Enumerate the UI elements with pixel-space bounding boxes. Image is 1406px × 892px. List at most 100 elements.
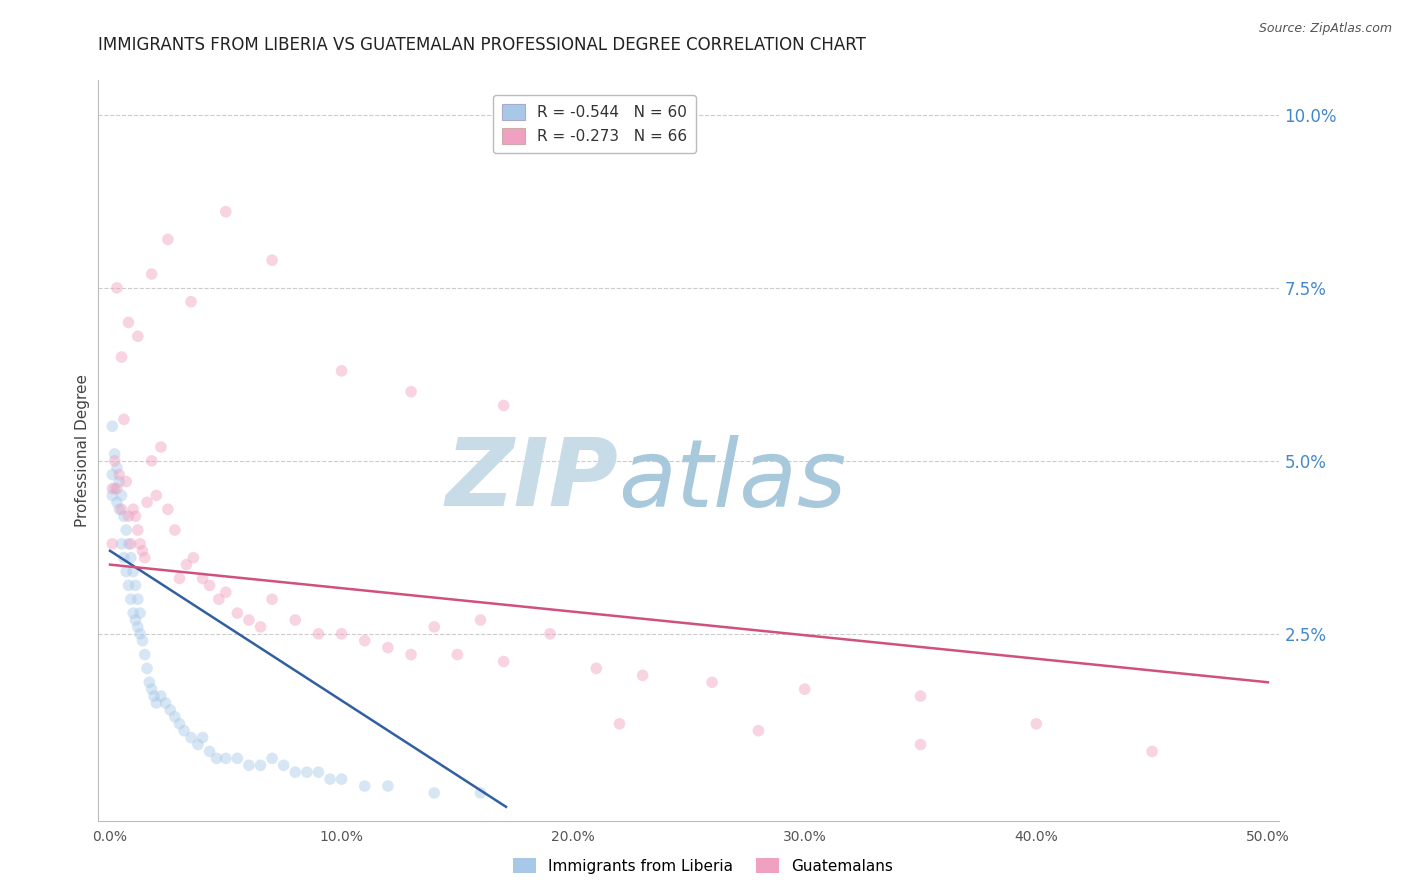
Point (120, 592, 142, 607)
Point (122, 565, 145, 579)
Point (208, 592, 231, 607)
Point (273, 758, 295, 772)
Point (330, 627, 353, 641)
Point (104, 447, 127, 461)
Point (124, 509, 146, 524)
Legend: Immigrants from Liberia, Guatemalans: Immigrants from Liberia, Guatemalans (506, 852, 900, 880)
Point (110, 350, 132, 364)
Point (353, 633, 375, 648)
Point (284, 613, 307, 627)
Point (215, 204, 238, 219)
Point (492, 655, 515, 669)
Point (631, 668, 654, 682)
Point (108, 467, 131, 482)
Point (117, 578, 139, 592)
Point (238, 613, 260, 627)
Point (793, 682, 815, 697)
Point (249, 758, 271, 772)
Point (173, 723, 195, 738)
Point (112, 509, 135, 524)
Point (101, 482, 124, 496)
Point (108, 502, 131, 516)
Point (284, 765, 307, 780)
Point (115, 565, 138, 579)
Point (143, 689, 166, 703)
Point (129, 606, 152, 620)
Point (191, 572, 214, 586)
Point (377, 779, 399, 793)
Point (353, 779, 375, 793)
Point (141, 267, 163, 281)
Point (609, 716, 631, 731)
Point (198, 578, 221, 592)
Point (105, 281, 128, 295)
Point (149, 689, 172, 703)
Point (155, 696, 177, 710)
Point (112, 412, 135, 426)
Point (910, 689, 932, 703)
Point (101, 419, 124, 434)
Point (120, 550, 142, 565)
Point (124, 613, 146, 627)
Point (470, 613, 492, 627)
Point (145, 696, 167, 710)
Point (117, 509, 139, 524)
Point (101, 537, 124, 551)
Point (129, 627, 152, 641)
Point (156, 502, 179, 516)
Point (101, 467, 124, 482)
Text: atlas: atlas (619, 434, 846, 525)
Point (105, 495, 128, 509)
Point (238, 758, 260, 772)
Point (262, 592, 284, 607)
Point (131, 543, 153, 558)
Point (205, 751, 228, 765)
Point (117, 315, 139, 329)
Legend: R = -0.544   N = 60, R = -0.273   N = 66: R = -0.544 N = 60, R = -0.273 N = 66 (492, 95, 696, 153)
Point (159, 703, 181, 717)
Point (104, 454, 127, 468)
Point (134, 550, 156, 565)
Point (215, 751, 238, 765)
Point (117, 537, 139, 551)
Point (110, 502, 132, 516)
Point (138, 675, 160, 690)
Point (423, 786, 446, 800)
Point (122, 502, 145, 516)
Point (156, 232, 179, 246)
Point (1140, 744, 1163, 758)
Point (423, 620, 446, 634)
Text: ZIP: ZIP (446, 434, 619, 526)
Point (122, 606, 145, 620)
Point (700, 675, 723, 690)
Point (163, 523, 186, 537)
Point (112, 550, 135, 565)
Point (910, 738, 932, 752)
Point (187, 738, 209, 752)
Point (120, 537, 142, 551)
Point (136, 661, 159, 675)
Point (163, 710, 186, 724)
Text: IMMIGRANTS FROM LIBERIA VS GUATEMALAN PROFESSIONAL DEGREE CORRELATION CHART: IMMIGRANTS FROM LIBERIA VS GUATEMALAN PR… (98, 36, 866, 54)
Point (492, 399, 515, 413)
Point (1025, 716, 1047, 731)
Point (191, 731, 214, 745)
Point (145, 488, 167, 502)
Point (307, 765, 329, 780)
Point (399, 384, 422, 399)
Point (105, 460, 128, 475)
Point (127, 329, 149, 343)
Point (198, 744, 221, 758)
Point (136, 495, 159, 509)
Point (538, 627, 561, 641)
Point (127, 523, 149, 537)
Point (176, 558, 198, 572)
Point (747, 723, 769, 738)
Point (307, 627, 329, 641)
Point (134, 648, 156, 662)
Point (215, 585, 238, 599)
Point (470, 786, 492, 800)
Point (183, 550, 205, 565)
Point (226, 606, 249, 620)
Point (226, 751, 249, 765)
